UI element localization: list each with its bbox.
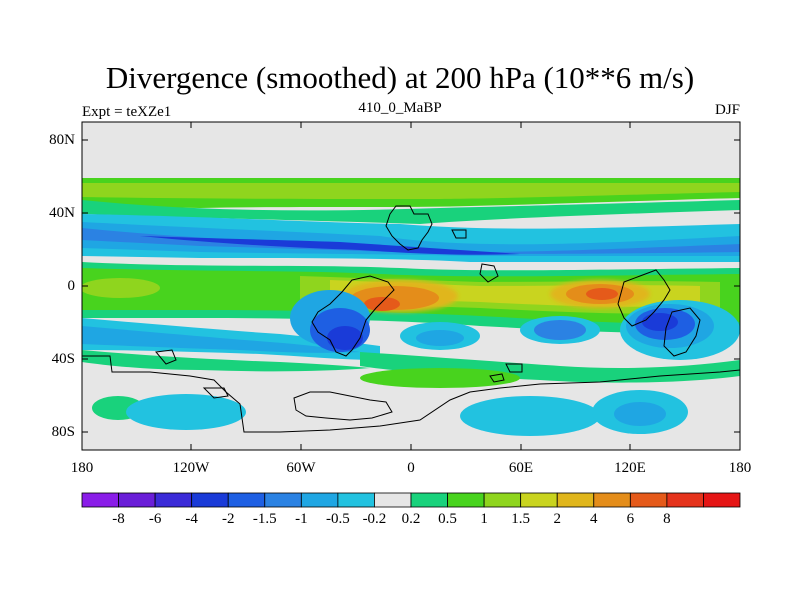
colorbar-label: -1 — [295, 511, 308, 527]
colorbar-label: 1.5 — [511, 511, 531, 527]
colorbar-swatch — [300, 492, 339, 508]
colorbar-swatch — [154, 492, 193, 508]
colorbar-swatch — [337, 492, 375, 508]
x-tick-label: 180 — [728, 460, 752, 476]
colorbar-swatch — [629, 492, 668, 508]
y-tick-label: 80S — [51, 424, 75, 440]
colorbar-swatch — [227, 492, 266, 508]
x-tick-label: 0 — [407, 460, 415, 476]
colorbar-swatch — [703, 492, 741, 508]
colorbar-label: 0.5 — [438, 511, 457, 527]
colorbar-swatch — [520, 492, 558, 508]
colorbar-swatch — [483, 492, 522, 508]
colorbar-swatch — [447, 492, 485, 508]
colorbar-label: 1 — [480, 511, 488, 527]
coastlines — [82, 205, 740, 433]
colorbar-label: 8 — [663, 511, 671, 527]
colorbar-label: -0.5 — [326, 511, 350, 527]
colorbar-swatch — [81, 492, 119, 508]
colorbar-label: -2 — [221, 511, 235, 527]
colorbar-swatch — [118, 492, 156, 508]
x-tick-label: 60E — [508, 460, 534, 476]
colorbar-swatch — [191, 492, 229, 508]
y-tick-label: 0 — [67, 278, 76, 294]
colorbar-swatch — [593, 492, 631, 508]
colorbar — [81, 492, 741, 508]
colorbar-swatch — [556, 492, 595, 508]
colorbar-label: 4 — [590, 511, 598, 527]
experiment-label: Expt = teXZe1 — [82, 104, 172, 120]
y-tick-label: 40S — [51, 351, 75, 367]
colorbar-label: 2 — [553, 511, 561, 527]
colorbar-label: -8 — [112, 511, 125, 527]
colorbar-label: -4 — [185, 511, 198, 527]
colorbar-label: -6 — [148, 511, 162, 527]
season-label: DJF — [714, 102, 740, 118]
colorbar-swatch — [264, 492, 302, 508]
y-tick-label: 80N — [49, 132, 75, 148]
colorbar-label: 0.2 — [401, 511, 421, 527]
x-tick-label: 180 — [70, 460, 94, 476]
x-tick-label: 120W — [172, 460, 210, 476]
colorbar-label: 6 — [626, 511, 635, 527]
colorbar-swatch — [666, 492, 704, 508]
plot-title: Divergence (smoothed) at 200 hPa (10**6 … — [105, 60, 695, 95]
x-tick-label: 60W — [286, 460, 316, 476]
x-tick-label: 120E — [614, 460, 646, 476]
divergence-field — [82, 178, 740, 436]
tick-marks — [82, 122, 740, 450]
time-label: 410_0_MaBP — [358, 100, 442, 116]
y-tick-label: 40N — [49, 205, 75, 221]
colorbar-swatch — [374, 492, 412, 508]
colorbar-label: -0.2 — [362, 511, 387, 527]
colorbar-swatch — [410, 492, 448, 508]
colorbar-label: -1.5 — [252, 511, 277, 527]
